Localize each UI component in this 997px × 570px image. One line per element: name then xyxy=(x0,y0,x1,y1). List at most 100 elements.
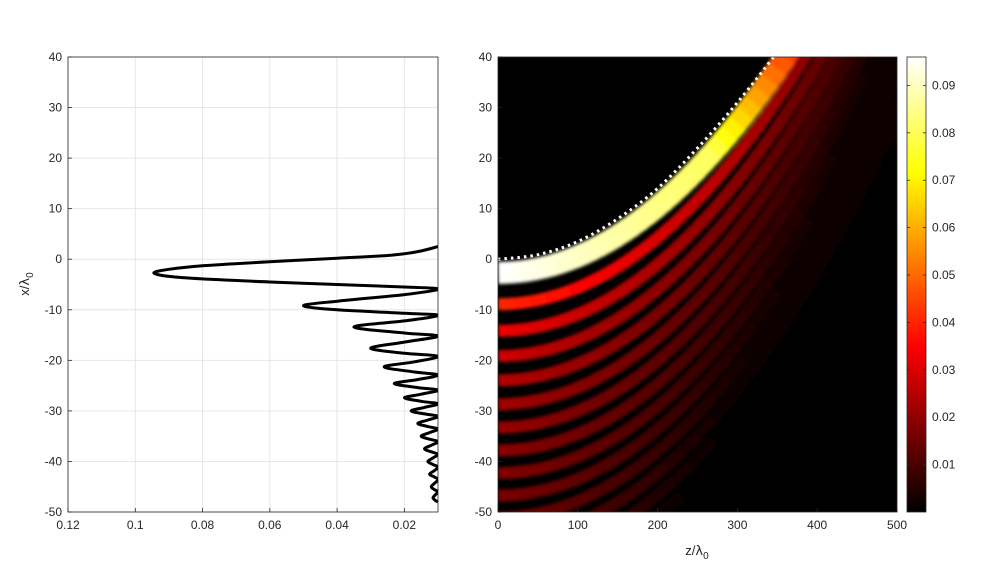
heatmap-lobe-segment xyxy=(780,195,799,215)
heatmap-lobe-segment xyxy=(570,545,578,548)
heatmap-lobe-segment xyxy=(740,298,759,317)
heatmap-lobe-segment xyxy=(713,125,739,150)
right-y-tick-label: -30 xyxy=(475,404,493,418)
heatmap-lobe-segment xyxy=(701,457,719,475)
heatmap-lobe-segment xyxy=(630,296,646,313)
colorbar-gradient xyxy=(907,57,926,512)
heatmap-lobe-segment xyxy=(764,287,783,307)
heatmap-lobe-segment xyxy=(804,157,823,178)
heatmap-lobe-segment xyxy=(669,287,687,305)
heatmap-lobe-segment xyxy=(622,464,638,481)
heatmap-lobe-segment xyxy=(875,179,895,202)
heatmap-lobe-segment xyxy=(827,57,844,65)
heatmap-lobe-segment xyxy=(505,261,516,284)
heatmap-lobe-segment xyxy=(835,124,855,146)
heatmap-lobe-segment xyxy=(709,315,727,333)
heatmap-lobe-segment xyxy=(804,110,823,130)
heatmap-lobe-segment xyxy=(756,207,775,227)
heatmap-lobe-segment xyxy=(721,115,747,140)
heatmap-lobe-segment xyxy=(772,363,791,383)
heatmap-lobe-segment xyxy=(820,58,839,79)
heatmap-lobe-segment xyxy=(685,409,703,426)
heatmap-lobe-segment xyxy=(661,387,678,405)
heatmap-lobe-segment xyxy=(740,365,759,384)
right-y-tick-label: 30 xyxy=(479,101,493,115)
heatmap-lobe-segment xyxy=(859,101,879,123)
heatmap-lobe-segment xyxy=(513,348,524,362)
heatmap-lobe-segment xyxy=(586,559,594,563)
heatmap-lobe-segment xyxy=(812,166,831,187)
heatmap-lobe-segment xyxy=(851,94,871,116)
heatmap-lobe-segment xyxy=(716,395,735,413)
left-ticks: 0.12 0.1 0.08 0.06 0.04 0.02 40 30 20 10 0 -10 -20 -3… xyxy=(45,50,417,532)
heatmap-lobe-segment xyxy=(883,57,897,76)
heatmap-lobe-segment xyxy=(835,257,855,278)
heatmap-lobe-segment xyxy=(796,57,813,67)
heatmap-lobe-segment xyxy=(596,230,616,255)
heatmap-lobe-segment xyxy=(732,239,751,258)
heatmap-lobe-segment xyxy=(661,365,678,382)
heatmap-lobe-segment xyxy=(527,257,541,282)
heatmap-lobe-segment xyxy=(772,111,791,130)
heatmap-lobe-segment xyxy=(827,228,847,249)
heatmap-lobe-segment xyxy=(716,186,735,205)
heatmap-lobe-segment xyxy=(812,189,831,210)
heatmap-lobe-segment xyxy=(835,235,855,257)
heatmap-lobe-segment xyxy=(716,306,735,324)
heatmap-lobe-segment xyxy=(514,538,522,539)
heatmap-lobe-segment xyxy=(630,271,646,288)
heatmap-lobe-segment xyxy=(801,19,809,32)
colorbar-tick-label: 0.06 xyxy=(932,221,956,235)
heatmap-lobe-segment xyxy=(522,537,530,538)
heatmap-lobe-segment xyxy=(785,57,799,63)
right-x-tick-label: 400 xyxy=(807,518,827,532)
heatmap-lobe-segment xyxy=(685,247,703,265)
heatmap-lobe-segment xyxy=(581,238,599,263)
heatmap-lobe-segment xyxy=(764,331,783,351)
heatmap-lobe-segment xyxy=(748,332,767,351)
heatmap-lobe-segment xyxy=(630,436,646,453)
heatmap-lobe-segment xyxy=(622,350,638,367)
heatmap-lobe-segment xyxy=(875,114,895,137)
heatmap-lobe-segment xyxy=(843,242,863,264)
left-plot-area xyxy=(68,57,438,512)
heatmap-lobe-segment xyxy=(669,402,687,420)
heatmap-lobe-segment xyxy=(653,394,670,412)
heatmap-lobe-segment xyxy=(889,33,897,50)
heatmap-lobe-segment xyxy=(602,529,610,534)
heatmap-lobe-segment xyxy=(598,412,614,428)
heatmap-lobe-segment xyxy=(716,211,735,230)
right-x-tick-label: 0 xyxy=(495,518,502,532)
heatmap-lobe-segment xyxy=(732,140,751,158)
heatmap-lobe-segment xyxy=(772,297,791,317)
heatmap-lobe-segment xyxy=(544,366,556,381)
heatmap-lobe-segment xyxy=(611,220,632,245)
heatmap-lobe-segment xyxy=(851,183,871,205)
heatmap-lobe-segment xyxy=(780,351,799,371)
heatmap-lobe-segment xyxy=(661,432,678,449)
heatmap-lobe-segment xyxy=(552,456,565,471)
heatmap-lobe-segment xyxy=(796,216,815,236)
heatmap-lobe-segment xyxy=(804,60,823,81)
heatmap-lobe-segment xyxy=(630,502,646,512)
heatmap-lobe-segment xyxy=(645,423,662,441)
heatmap-lobe-segment xyxy=(618,519,626,524)
heatmap-lobe-segment xyxy=(701,278,719,296)
heatmap-lobe-segment xyxy=(812,256,831,276)
heatmap-lobe-segment xyxy=(520,259,532,283)
heatmap-lobe-segment xyxy=(851,71,871,93)
heatmap-lobe-segment xyxy=(650,190,674,215)
heatmap-lobe-segment xyxy=(835,78,855,99)
heatmap-lobe-segment xyxy=(622,327,638,343)
heatmap-lobe-segment xyxy=(709,292,727,310)
heatmap-lobe-segment xyxy=(638,430,654,447)
heatmap-lobe-segment xyxy=(642,197,665,222)
heatmap-lobe-segment xyxy=(820,106,839,127)
heatmap-lobe-segment xyxy=(796,304,815,324)
heatmap-lobe-segment xyxy=(606,288,622,304)
heatmap-lobe-segment xyxy=(748,170,767,189)
heatmap-lobe-segment xyxy=(506,561,514,562)
heatmap-lobe-segment xyxy=(820,242,839,263)
heatmap-lobe-segment xyxy=(875,69,895,92)
heatmap-lobe-segment xyxy=(701,347,719,365)
